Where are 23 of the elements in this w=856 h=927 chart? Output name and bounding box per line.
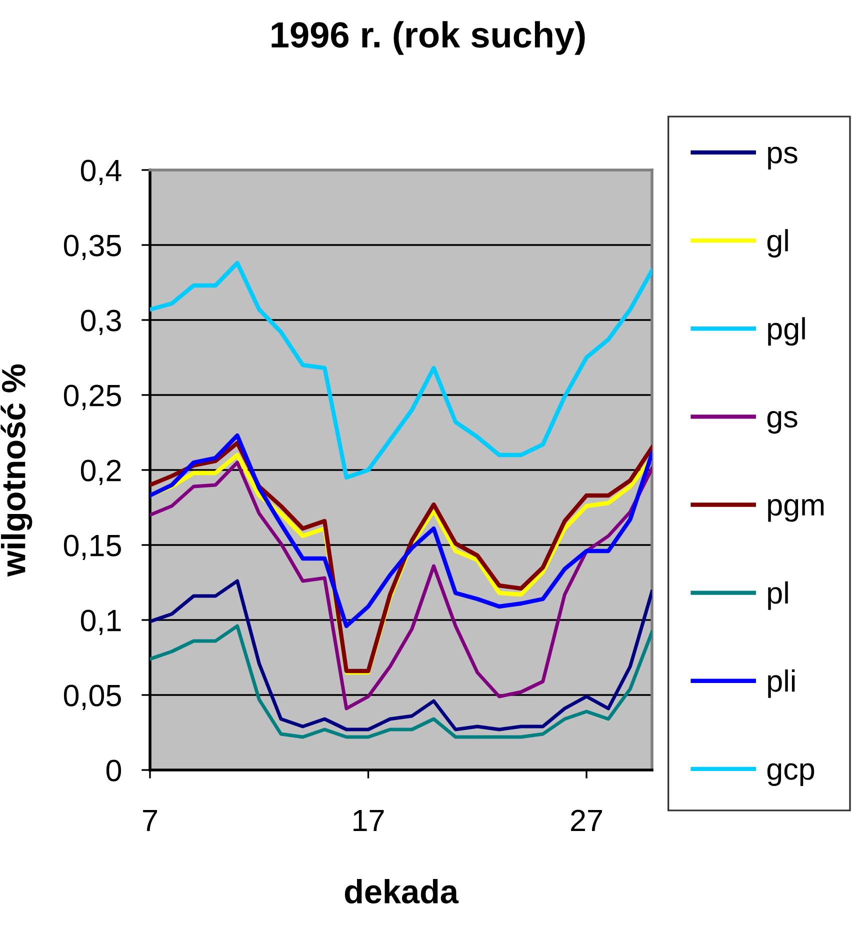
y-tick-label: 0 <box>106 760 122 782</box>
x-tick-label: 17 <box>354 810 384 832</box>
y-tick-label: 0,1 <box>80 610 121 635</box>
y-tick-label: 0,2 <box>80 460 121 485</box>
y-axis-title: wilgotność % <box>0 364 32 577</box>
chart-title: 1996 r. (rok suchy) <box>272 21 585 55</box>
legend-label: pgm <box>768 498 824 522</box>
legend-label: pgl <box>768 317 805 346</box>
x-axis-title: dekada <box>344 879 459 904</box>
y-tick-label: 0,25 <box>64 384 121 410</box>
y-tick-label: 0,4 <box>80 160 122 185</box>
legend-label: pli <box>768 669 795 698</box>
y-tick-label: 0,05 <box>64 684 121 710</box>
y-tick-label: 0,35 <box>64 234 121 260</box>
legend-label: gs <box>767 410 798 434</box>
legend-label: gl <box>767 229 788 258</box>
legend-label: ps <box>768 146 798 170</box>
y-tick-label: 0,15 <box>64 534 121 560</box>
y-tick-label: 0,3 <box>80 310 121 335</box>
legend-label: gcp <box>767 763 814 786</box>
x-tick-label: 27 <box>571 810 602 832</box>
x-tick-label: 7 <box>143 810 157 832</box>
legend-label: pl <box>768 581 788 610</box>
